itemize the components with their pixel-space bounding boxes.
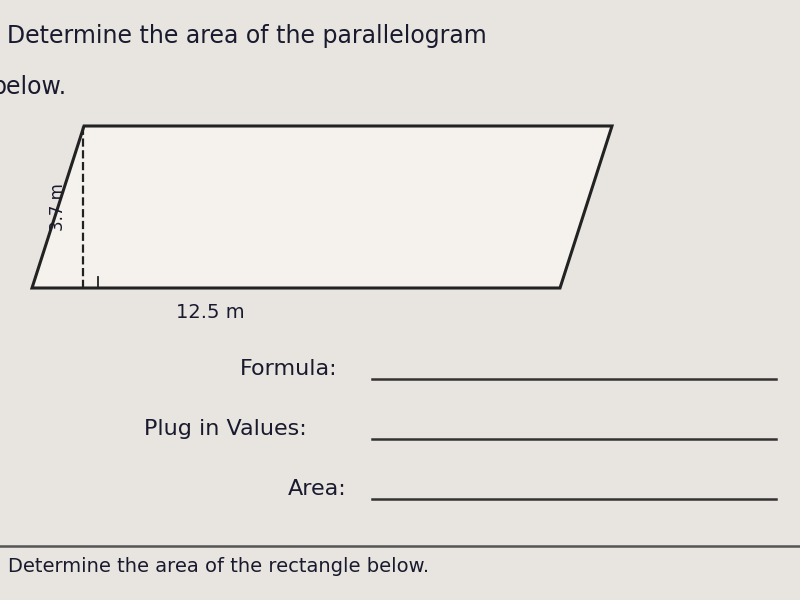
Polygon shape bbox=[32, 126, 612, 288]
Text: 3.7 m: 3.7 m bbox=[49, 183, 66, 231]
Text: 12.5 m: 12.5 m bbox=[176, 303, 245, 322]
Text: Area:: Area: bbox=[288, 479, 346, 499]
Text: Determine the area of the rectangle below.: Determine the area of the rectangle belo… bbox=[8, 557, 429, 577]
Text: below.: below. bbox=[0, 75, 67, 99]
Text: Plug in Values:: Plug in Values: bbox=[144, 419, 306, 439]
Text: Formula:: Formula: bbox=[240, 359, 338, 379]
Text: . Determine the area of the parallelogram: . Determine the area of the parallelogra… bbox=[0, 24, 486, 48]
